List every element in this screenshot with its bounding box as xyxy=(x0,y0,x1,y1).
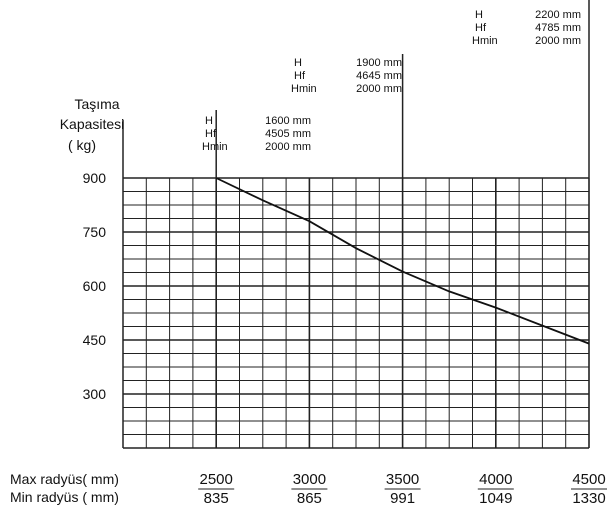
x-tick-min-radius: 835 xyxy=(204,490,229,507)
mast-spec-value: 4785 mm xyxy=(535,22,581,34)
mast-spec-key: Hmin xyxy=(472,35,498,47)
x-tick-min-radius: 991 xyxy=(390,490,415,507)
x-tick-min-radius: 865 xyxy=(297,490,322,507)
y-tick-label: 450 xyxy=(83,332,107,348)
mast-spec-key: Hmin xyxy=(202,141,228,153)
chart-axes: 900 750 600 450 300 Taşıma Kapasitesi ( kg) xyxy=(60,96,125,448)
y-tick-label: 750 xyxy=(83,224,107,240)
x-row-label: Max radyüs( mm) xyxy=(10,471,119,487)
mast-spec-key: H xyxy=(205,115,213,127)
mast-spec-value: 1600 mm xyxy=(265,115,311,127)
mast-annotations: H 1600 mm Hf 4505 mm Hmin 2000 mm H 1900 mm Hf 46… xyxy=(202,0,590,178)
y-tick-label: 600 xyxy=(83,278,107,294)
y-axis-title-line: Taşıma xyxy=(74,96,119,112)
mast-spec-key: Hf xyxy=(294,70,306,82)
chart-series xyxy=(215,177,590,345)
mast-spec-value: 4505 mm xyxy=(265,128,311,140)
mast-spec-key: Hmin xyxy=(291,83,317,95)
mast-spec-key: Hf xyxy=(205,128,217,140)
mast-spec-value: 2000 mm xyxy=(356,83,402,95)
chart-labels: Max radyüs( mm) Min radyüs ( mm) 2500 835 30… xyxy=(10,471,607,507)
mast-spec-value: 2000 mm xyxy=(265,141,311,153)
x-row-label: Min radyüs ( mm) xyxy=(10,489,119,505)
mast-spec-value: 2000 mm xyxy=(535,35,581,47)
x-tick-max-radius: 2500 xyxy=(200,471,233,488)
mast-spec-value: 1900 mm xyxy=(356,57,402,69)
mast-spec-key: Hf xyxy=(475,22,487,34)
x-tick-max-radius: 4500 xyxy=(572,471,605,488)
y-axis-title-line: ( kg) xyxy=(68,137,96,153)
mast-spec-value: 2200 mm xyxy=(535,9,581,21)
x-tick-max-radius: 4000 xyxy=(479,471,512,488)
mast-spec-key: H xyxy=(294,57,302,69)
x-tick-max-radius: 3000 xyxy=(293,471,326,488)
y-tick-label: 900 xyxy=(83,170,107,186)
y-tick-label: 300 xyxy=(83,386,107,402)
y-axis-title-line: Kapasitesi xyxy=(60,116,125,132)
x-tick-min-radius: 1049 xyxy=(479,490,512,507)
capacity-line xyxy=(215,177,590,345)
chart-grid xyxy=(122,177,590,449)
x-tick-max-radius: 3500 xyxy=(386,471,419,488)
mast-spec-value: 4645 mm xyxy=(356,70,402,82)
mast-spec-key: H xyxy=(475,9,483,21)
x-tick-min-radius: 1330 xyxy=(572,490,605,507)
